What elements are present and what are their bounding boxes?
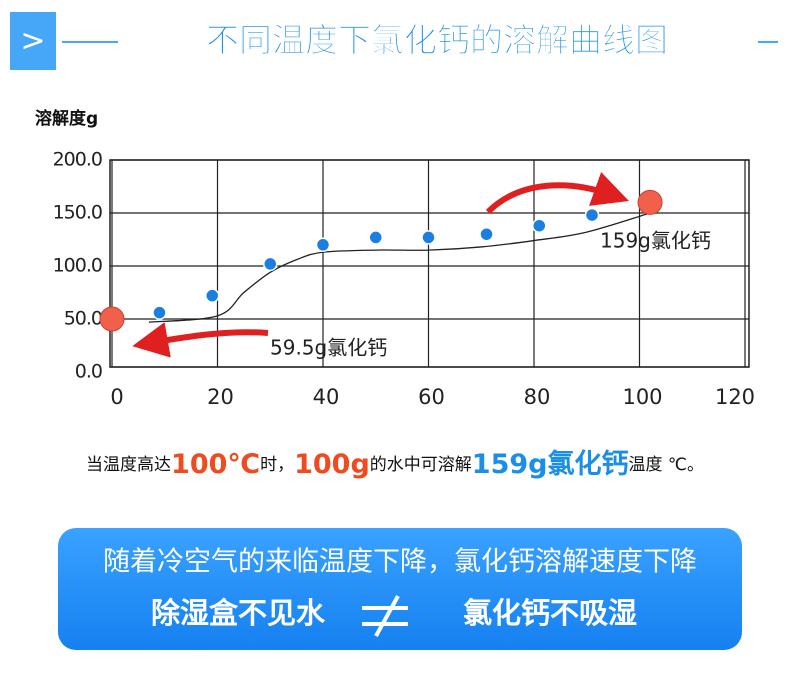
x-tick-label: 40	[313, 385, 340, 409]
point	[584, 207, 600, 223]
arrow	[485, 171, 629, 215]
point	[315, 237, 331, 253]
title: 不同温度下氯化钙的溶解曲线图	[206, 21, 668, 60]
point	[204, 288, 220, 303]
endpoint	[637, 189, 663, 215]
point	[368, 230, 383, 245]
header-icon: >	[20, 24, 45, 59]
point	[263, 256, 278, 272]
sentence-part: 100g	[294, 449, 370, 480]
sentence: 当温度高达100℃时，100g的水中可溶解159g氯化钙温度 ℃。	[86, 448, 704, 480]
header-icon-box	[10, 12, 56, 70]
point	[479, 226, 494, 242]
y-tick-label: 200.0	[53, 149, 102, 171]
endpoint	[99, 306, 125, 332]
sentence-part: 159g氯化钙	[472, 448, 629, 480]
y-axis-label: 溶解度g	[35, 108, 98, 129]
x-tick-label: 120	[715, 385, 755, 409]
x-tick-label: 20	[207, 385, 234, 409]
annotation: 159g氯化钙	[600, 229, 711, 253]
curve	[148, 212, 651, 323]
sentence-part: 当温度高达	[86, 455, 171, 475]
point	[152, 305, 167, 320]
not-equal-icon	[362, 595, 408, 637]
arrow	[132, 322, 269, 358]
y-tick-label: 0.0	[75, 361, 102, 383]
sentence-part: 温度 ℃。	[628, 455, 704, 475]
x-tick-label: 100	[622, 385, 662, 409]
sentence-part: 100℃	[171, 449, 260, 480]
point	[532, 218, 547, 233]
banner-left: 除湿盒不见水	[151, 596, 326, 630]
y-tick-label: 100.0	[53, 255, 102, 277]
y-tick-label: 150.0	[53, 202, 102, 224]
x-tick-label: 80	[524, 385, 551, 409]
annotation: 59.5g氯化钙	[270, 336, 387, 360]
sentence-part: 的水中可溶解	[370, 455, 472, 475]
banner	[58, 528, 742, 650]
x-tick-label: 60	[418, 385, 445, 409]
sentence-part: 时，	[260, 455, 294, 475]
point	[421, 230, 436, 245]
x-tick-label: 0	[110, 385, 123, 409]
banner-right: 氯化钙不吸湿	[463, 596, 637, 630]
banner-line: 随着冷空气的来临温度下降，氯化钙溶解速度下降	[103, 547, 697, 578]
y-tick-label: 50.0	[64, 308, 102, 330]
